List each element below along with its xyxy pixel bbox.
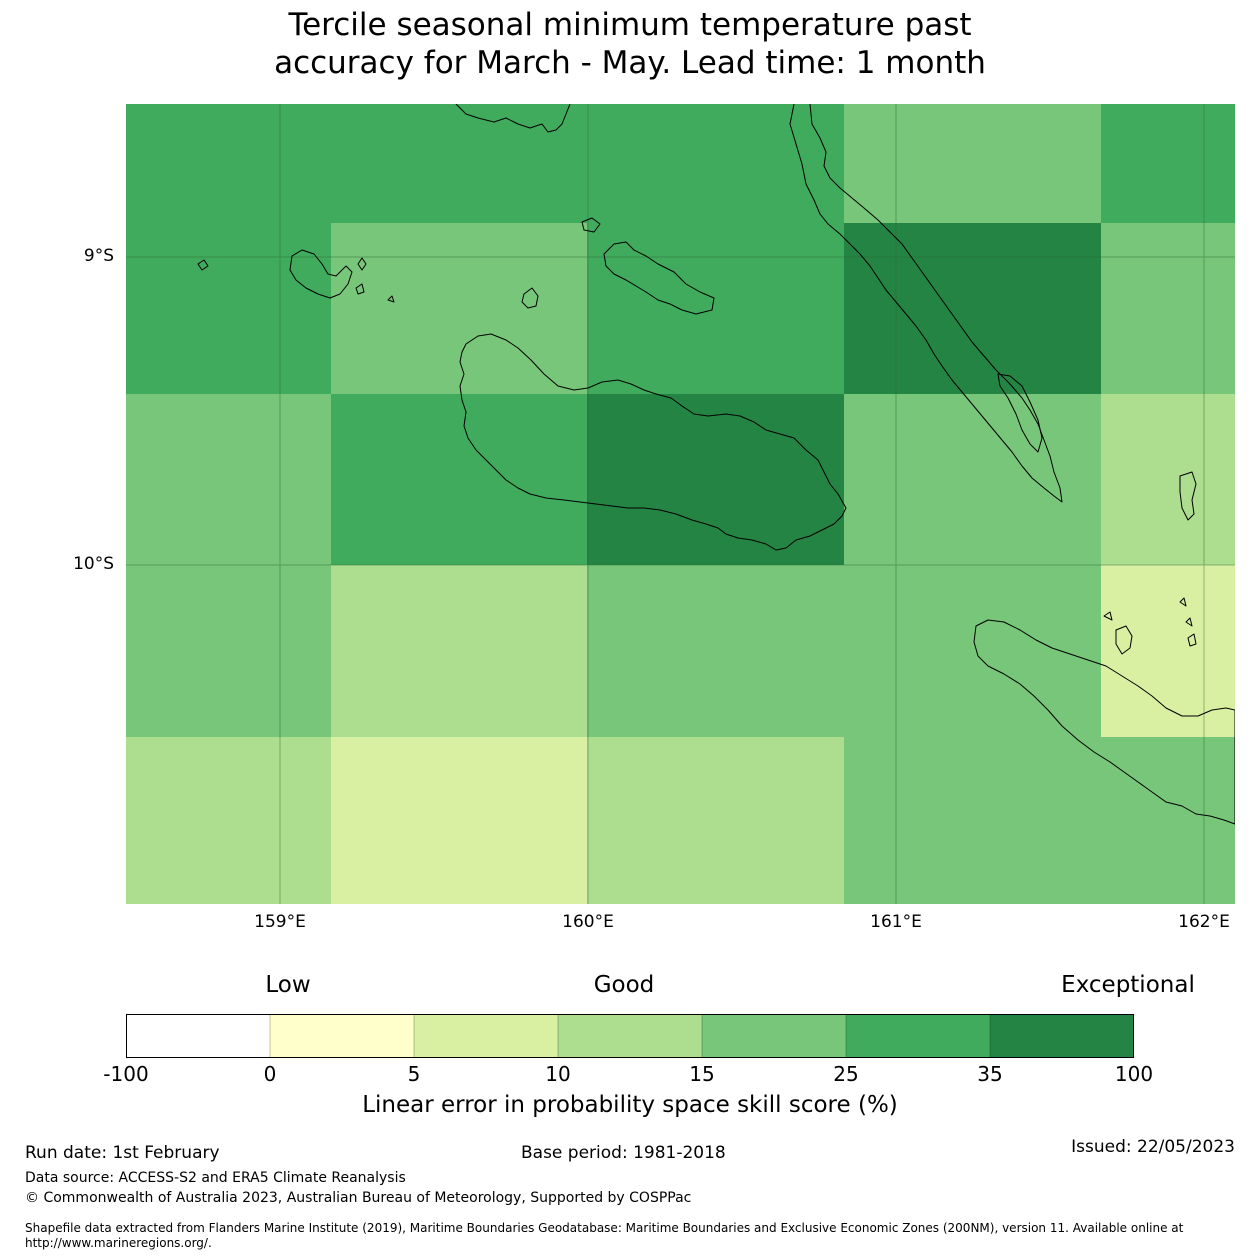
coast-ugi-islet (1115, 625, 1133, 655)
cell (331, 737, 588, 904)
cell (331, 223, 588, 395)
coast-islet-c (1185, 617, 1193, 627)
cell (331, 394, 588, 566)
colorbar-frame (126, 1014, 1134, 1058)
map-title: Tercile seasonal minimum temperature pas… (0, 6, 1260, 82)
cell (1101, 223, 1235, 395)
lon-label-160e: 160°E (562, 912, 614, 932)
cell (587, 223, 845, 395)
shapefile-credit: Shapefile data extracted from Flanders M… (25, 1221, 1240, 1251)
base-period: Base period: 1981-2018 (521, 1143, 726, 1163)
coast-east-islet (1179, 471, 1197, 521)
cell (844, 394, 1102, 566)
coastlines (197, 104, 1235, 825)
title-line-1: Tercile seasonal minimum temperature pas… (288, 7, 972, 43)
coast-makira (973, 619, 1235, 825)
colorbar-tick: 10 (545, 1062, 571, 1086)
data-source: Data source: ACCESS-S2 and ERA5 Climate … (25, 1170, 406, 1186)
coast-savo (521, 287, 539, 309)
colorbar-tick: 5 (407, 1062, 421, 1086)
lat-label-10s: 10°S (73, 554, 114, 574)
legend-category-good: Good (593, 972, 655, 998)
colorbar (126, 1014, 1134, 1058)
colorbar-segment (414, 1014, 559, 1058)
cell (126, 737, 332, 904)
colorbar-title: Linear error in probability space skill … (362, 1092, 898, 1118)
colorbar-segment (126, 1014, 271, 1058)
cell (587, 394, 845, 566)
colorbar-tick: 15 (689, 1062, 715, 1086)
cell (1101, 565, 1235, 738)
coast-islet-a (1103, 611, 1113, 621)
cell (1101, 737, 1235, 904)
legend-category-low: Low (265, 972, 311, 998)
coast-maramasike (997, 373, 1043, 453)
colorbar-tick: 25 (833, 1062, 859, 1086)
cell (126, 104, 332, 224)
cell (587, 104, 845, 224)
cell (1101, 104, 1235, 224)
coast-santa-isabel-tip (455, 104, 571, 133)
cell (844, 737, 1102, 904)
coast-islet-d (1187, 633, 1197, 647)
cell (331, 104, 588, 224)
coast-russell-islet-3 (387, 295, 395, 303)
skill-map (126, 104, 1235, 904)
colorbar-tick: 35 (977, 1062, 1003, 1086)
coast-tulagi (581, 217, 601, 233)
cell (331, 565, 588, 738)
coast-guadalcanal (459, 333, 847, 551)
copyright: © Commonwealth of Australia 2023, Austra… (25, 1190, 692, 1206)
title-line-2: accuracy for March - May. Lead time: 1 m… (274, 45, 986, 81)
colorbar-segment (990, 1014, 1134, 1058)
colorbar-tick: 0 (263, 1062, 277, 1086)
colorbar-segment (270, 1014, 415, 1058)
coast-russell-islands (289, 249, 353, 299)
cell (844, 223, 1102, 395)
cell (126, 394, 332, 566)
cell (1101, 394, 1235, 566)
cell (587, 737, 845, 904)
colorbar-tick: 100 (1114, 1062, 1154, 1086)
coast-islet-b (1179, 597, 1187, 607)
lat-label-9s: 9°S (83, 246, 114, 266)
lon-label-161e: 161°E (870, 912, 922, 932)
coast-florida-islands (603, 241, 715, 315)
coast-russell-islet-1 (357, 257, 367, 271)
skill-grid-cells (126, 104, 1235, 904)
colorbar-segments (126, 1014, 1134, 1058)
skill-map-canvas (126, 104, 1235, 904)
legend-category-exceptional: Exceptional (1061, 972, 1195, 998)
coast-islet-west (197, 259, 209, 271)
issued-date: Issued: 22/05/2023 (1071, 1137, 1235, 1157)
cell (844, 565, 1102, 738)
cell (126, 223, 332, 395)
colorbar-segment (702, 1014, 847, 1058)
cell (126, 565, 332, 738)
cell (587, 565, 845, 738)
lon-label-159e: 159°E (254, 912, 306, 932)
colorbar-segment (558, 1014, 703, 1058)
coast-malaita (789, 104, 1063, 503)
coast-russell-islet-2 (355, 283, 365, 295)
run-date: Run date: 1st February (25, 1143, 220, 1163)
lon-label-162e: 162°E (1178, 912, 1230, 932)
colorbar-tick: -100 (103, 1062, 149, 1086)
cell (844, 104, 1102, 224)
colorbar-segment (846, 1014, 991, 1058)
shapefile-credit-line-1: Shapefile data extracted from Flanders M… (25, 1221, 1184, 1235)
shapefile-credit-url: http://www.marineregions.org/. (25, 1236, 212, 1250)
